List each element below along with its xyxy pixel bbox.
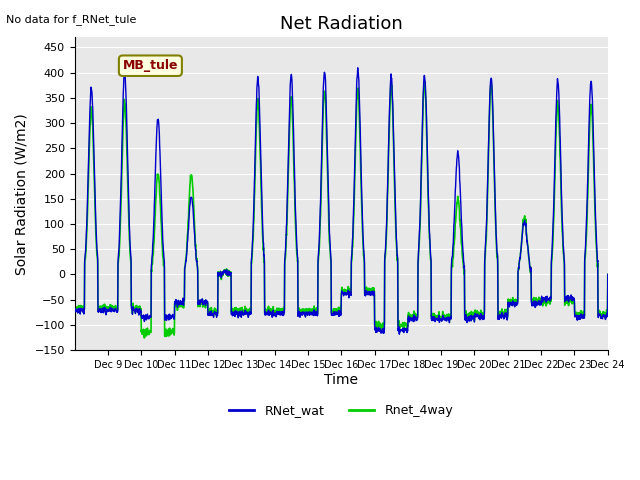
- Legend: RNet_wat, Rnet_4way: RNet_wat, Rnet_4way: [225, 399, 458, 422]
- Text: MB_tule: MB_tule: [123, 59, 178, 72]
- X-axis label: Time: Time: [324, 372, 358, 386]
- Y-axis label: Solar Radiation (W/m2): Solar Radiation (W/m2): [15, 113, 29, 275]
- Text: No data for f_RNet_tule: No data for f_RNet_tule: [6, 14, 137, 25]
- Title: Net Radiation: Net Radiation: [280, 15, 403, 33]
